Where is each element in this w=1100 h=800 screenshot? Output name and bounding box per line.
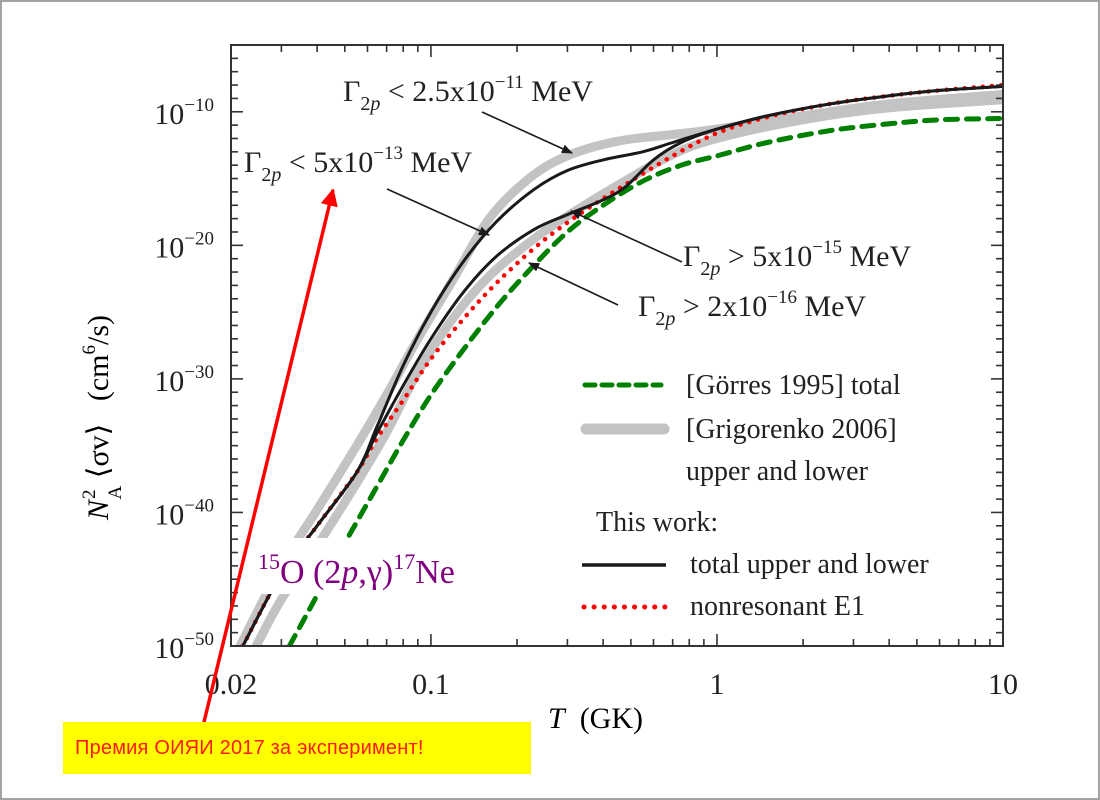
y-tick-label: 10−30 [154, 362, 214, 398]
legend: [Görres 1995] total [Grigorenko 2006] uppe… [580, 370, 929, 622]
legend-heading-this-work: This work: [596, 507, 718, 538]
y-tick-label: 10−50 [154, 629, 214, 665]
x-axis-label: T (GK) [548, 702, 643, 735]
annotation-label: Γ2p > 2x10−16 MeV [638, 287, 866, 330]
series-this-work-lower [241, 84, 1003, 646]
annotation-arrow [569, 210, 683, 263]
reaction-label: 15O (2p,γ)17Ne [258, 549, 455, 591]
annotation-1: Γ2p < 2.5x10−11 MeV [343, 72, 593, 154]
axis-ticks [230, 44, 1004, 647]
annotation-3: Γ2p > 5x10−15 MeV [569, 210, 911, 280]
award-banner: Премия ОИЯИ 2017 за эксперимент! [63, 722, 531, 774]
legend-label-nonres: nonresonant E1 [690, 591, 865, 622]
annotation-4: Γ2p > 2x10−16 MeV [527, 262, 866, 330]
award-banner-text: Премия ОИЯИ 2017 за эксперимент! [75, 736, 424, 759]
y-axis-label: N2 A ⟨σv⟩ (cm6/s) [79, 315, 126, 521]
y-tick-label: 10−20 [154, 228, 214, 264]
annotation-label: Γ2p < 5x10−13 MeV [244, 143, 472, 186]
y-tick-label: 10−40 [154, 495, 214, 531]
reaction-label-bg [246, 538, 516, 594]
annotation-label: Γ2p < 2.5x10−11 MeV [343, 72, 593, 115]
y-tick-label: 10−10 [154, 95, 214, 131]
legend-label-grigorenko: [Grigorenko 2006] [686, 414, 897, 445]
series-grigorenko-2006-lower [251, 95, 1003, 646]
annotation-arrow [386, 188, 491, 236]
series-layer [235, 82, 1003, 646]
legend-label-this-total: total upper and lower [690, 549, 929, 580]
x-tick-label: 0.1 [412, 668, 450, 701]
series-g-rres-1995-total [286, 116, 1003, 646]
annotation-arrow [527, 262, 619, 306]
plot-frame [230, 44, 1004, 647]
red-pointer-arrow [202, 188, 338, 723]
legend-label-gorres: [Görres 1995] total [686, 370, 901, 401]
annotation-arrow [481, 111, 574, 154]
x-tick-label: 1 [709, 668, 724, 701]
annotation-label: Γ2p > 5x10−15 MeV [683, 237, 911, 280]
annotation-2: Γ2p < 5x10−13 MeV [244, 143, 491, 236]
annotations: Γ2p < 2.5x10−11 MeV Γ2p < 5x10−13 MeV Γ2p … [244, 72, 911, 330]
x-tick-label: 10 [988, 668, 1018, 701]
legend-label-grigorenko-2: upper and lower [686, 456, 869, 487]
